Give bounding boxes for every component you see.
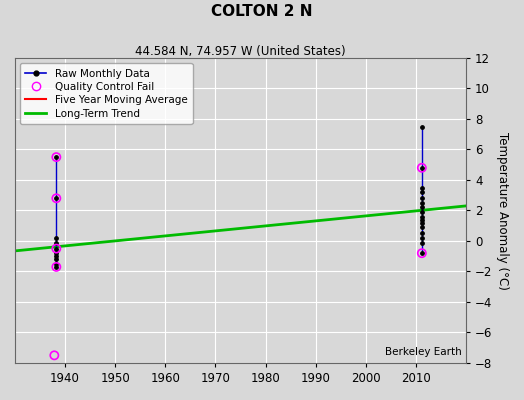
Point — [52, 264, 61, 270]
Point — [52, 195, 61, 202]
Point — [418, 164, 426, 171]
Point — [52, 195, 61, 202]
Point — [418, 250, 426, 256]
Point — [52, 264, 61, 270]
Point — [418, 213, 426, 220]
Point — [418, 184, 426, 191]
Point — [418, 164, 426, 171]
Text: Berkeley Earth: Berkeley Earth — [385, 347, 462, 357]
Point — [52, 246, 61, 252]
Point — [52, 261, 61, 267]
Title: 44.584 N, 74.957 W (United States): 44.584 N, 74.957 W (United States) — [135, 45, 346, 58]
Point — [52, 256, 61, 262]
Point — [52, 246, 61, 252]
Text: COLTON 2 N: COLTON 2 N — [211, 4, 313, 19]
Point — [418, 239, 426, 246]
Point — [418, 124, 426, 130]
Point — [418, 220, 426, 226]
Point — [52, 239, 61, 246]
Point — [52, 253, 61, 260]
Point — [418, 235, 426, 241]
Point — [418, 200, 426, 206]
Point — [418, 250, 426, 256]
Point — [418, 216, 426, 223]
Point — [418, 230, 426, 236]
Y-axis label: Temperature Anomaly (°C): Temperature Anomaly (°C) — [496, 132, 509, 290]
Point — [418, 209, 426, 215]
Legend: Raw Monthly Data, Quality Control Fail, Five Year Moving Average, Long-Term Tren: Raw Monthly Data, Quality Control Fail, … — [20, 63, 192, 124]
Point — [418, 204, 426, 211]
Point — [50, 352, 59, 358]
Point — [418, 224, 426, 230]
Point — [418, 195, 426, 202]
Point — [52, 250, 61, 256]
Point — [52, 235, 61, 241]
Point — [418, 189, 426, 195]
Point — [52, 154, 61, 160]
Point — [52, 154, 61, 160]
